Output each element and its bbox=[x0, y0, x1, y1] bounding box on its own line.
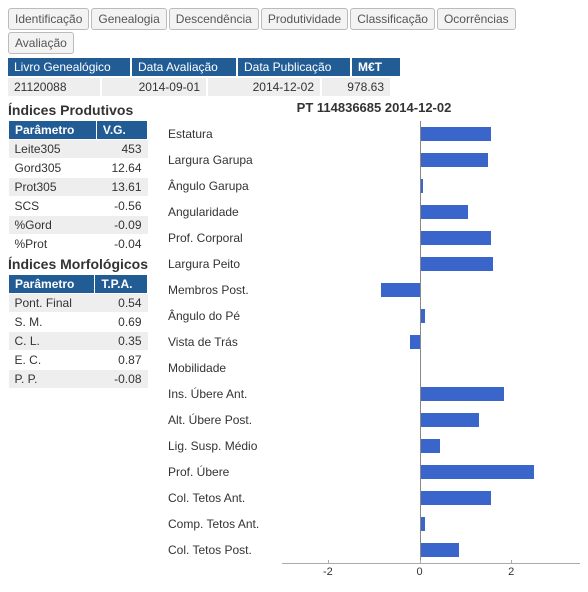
chart-row-label: Largura Garupa bbox=[168, 153, 282, 167]
chart-row: Lig. Susp. Médio bbox=[168, 433, 580, 459]
tab-3[interactable]: Produtividade bbox=[261, 8, 348, 30]
tab-2[interactable]: Descendência bbox=[169, 8, 259, 30]
header-val-2: 2014-12-02 bbox=[208, 78, 320, 96]
chart-row-label: Estatura bbox=[168, 127, 282, 141]
chart-row-label: Ângulo do Pé bbox=[168, 309, 282, 323]
chart-bar bbox=[420, 491, 491, 505]
chart-title: PT 114836685 2014-12-02 bbox=[168, 100, 580, 115]
chart-bar bbox=[420, 257, 493, 271]
table-row: Gord30512.64 bbox=[9, 159, 148, 178]
chart-bar bbox=[420, 153, 489, 167]
header-col-2: Data Publicação bbox=[238, 58, 350, 76]
chart-row: Largura Peito bbox=[168, 251, 580, 277]
header-values: 211200882014-09-012014-12-02978.63 bbox=[8, 78, 580, 96]
tab-0[interactable]: Identificação bbox=[8, 8, 89, 30]
chart-row-label: Angularidade bbox=[168, 205, 282, 219]
chart-row-label: Vista de Trás bbox=[168, 335, 282, 349]
chart-row-label: Col. Tetos Post. bbox=[168, 543, 282, 557]
morpho-title: Índices Morfológicos bbox=[8, 256, 158, 272]
chart-row-label: Membros Post. bbox=[168, 283, 282, 297]
table-row: E. C.0.87 bbox=[9, 351, 148, 370]
chart-row-label: Lig. Susp. Médio bbox=[168, 439, 282, 453]
chart-plot: Estatura Largura Garupa Ângulo Garupa Angul… bbox=[168, 121, 580, 563]
chart-bar bbox=[420, 387, 505, 401]
header-col-3: M€T bbox=[352, 58, 400, 76]
chart-row: Largura Garupa bbox=[168, 147, 580, 173]
table-row: Prot30513.61 bbox=[9, 178, 148, 197]
chart-xtick: 0 bbox=[416, 566, 422, 578]
morpho-table: ParâmetroT.P.A.Pont. Final0.54S. M.0.69C… bbox=[8, 274, 148, 389]
table-row: S. M.0.69 bbox=[9, 313, 148, 332]
chart-row-label: Largura Peito bbox=[168, 257, 282, 271]
header-val-0: 21120088 bbox=[8, 78, 100, 96]
table-row: %Prot-0.04 bbox=[9, 235, 148, 254]
chart-bar bbox=[420, 439, 441, 453]
header-val-1: 2014-09-01 bbox=[102, 78, 206, 96]
chart-bar bbox=[420, 543, 459, 557]
chart-row: Comp. Tetos Ant. bbox=[168, 511, 580, 537]
chart-row-label: Col. Tetos Ant. bbox=[168, 491, 282, 505]
chart-row: Alt. Úbere Post. bbox=[168, 407, 580, 433]
chart-bar bbox=[420, 205, 468, 219]
chart-row: Vista de Trás bbox=[168, 329, 580, 355]
chart-bar bbox=[410, 335, 419, 349]
chart-row-label: Prof. Úbere bbox=[168, 465, 282, 479]
chart-row-label: Ins. Úbere Ant. bbox=[168, 387, 282, 401]
chart-row: Col. Tetos Ant. bbox=[168, 485, 580, 511]
table-row: Pont. Final0.54 bbox=[9, 294, 148, 313]
productive-table: ParâmetroV.G.Leite305453Gord30512.64Prot… bbox=[8, 120, 148, 254]
chart-row-label: Alt. Úbere Post. bbox=[168, 413, 282, 427]
tab-6[interactable]: Avaliação bbox=[8, 32, 74, 54]
header-col-0: Livro Genealógico bbox=[8, 58, 130, 76]
header-val-3: 978.63 bbox=[322, 78, 390, 96]
chart-row: Prof. Corporal bbox=[168, 225, 580, 251]
header-labels: Livro GenealógicoData AvaliaçãoData Publ… bbox=[8, 58, 580, 76]
tab-1[interactable]: Genealogia bbox=[91, 8, 166, 30]
chart-row: Estatura bbox=[168, 121, 580, 147]
chart-bar bbox=[420, 517, 426, 531]
chart-row: Membros Post. bbox=[168, 277, 580, 303]
table-row: %Gord-0.09 bbox=[9, 216, 148, 235]
tabs: IdentificaçãoGenealogiaDescendênciaProdu… bbox=[8, 8, 580, 54]
chart-bar bbox=[420, 127, 491, 141]
table-row: Leite305453 bbox=[9, 140, 148, 159]
chart-row: Angularidade bbox=[168, 199, 580, 225]
chart-bar bbox=[420, 413, 480, 427]
chart-row-label: Comp. Tetos Ant. bbox=[168, 517, 282, 531]
chart-xtick: 2 bbox=[508, 566, 514, 578]
chart-row-label: Mobilidade bbox=[168, 361, 282, 375]
chart-row: Mobilidade bbox=[168, 355, 580, 381]
chart-xtick: -2 bbox=[323, 566, 333, 578]
chart-row-label: Ângulo Garupa bbox=[168, 179, 282, 193]
chart-row: Ins. Úbere Ant. bbox=[168, 381, 580, 407]
table-row: SCS-0.56 bbox=[9, 197, 148, 216]
chart-bar bbox=[420, 465, 535, 479]
table-row: C. L.0.35 bbox=[9, 332, 148, 351]
chart-bar bbox=[420, 309, 426, 323]
chart-row: Ângulo Garupa bbox=[168, 173, 580, 199]
chart-row: Col. Tetos Post. bbox=[168, 537, 580, 563]
chart-bar bbox=[420, 179, 423, 193]
table-row: P. P.-0.08 bbox=[9, 370, 148, 389]
chart-row: Prof. Úbere bbox=[168, 459, 580, 485]
header-col-1: Data Avaliação bbox=[132, 58, 236, 76]
tab-4[interactable]: Classificação bbox=[350, 8, 435, 30]
chart-row-label: Prof. Corporal bbox=[168, 231, 282, 245]
chart-row: Ângulo do Pé bbox=[168, 303, 580, 329]
chart-bar bbox=[420, 231, 491, 245]
chart-bar bbox=[381, 283, 420, 297]
tab-5[interactable]: Ocorrências bbox=[437, 8, 516, 30]
productive-title: Índices Produtivos bbox=[8, 102, 158, 118]
